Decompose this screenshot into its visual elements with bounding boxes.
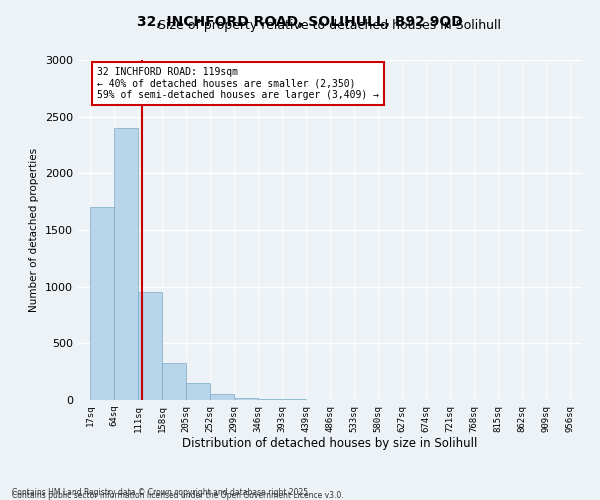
- Bar: [187, 383, 210, 400]
- Bar: [163, 363, 186, 400]
- Text: 32, INCHFORD ROAD, SOLIHULL, B92 9QD: 32, INCHFORD ROAD, SOLIHULL, B92 9QD: [137, 15, 463, 29]
- Title: Size of property relative to detached houses in Solihull: Size of property relative to detached ho…: [158, 20, 502, 32]
- Bar: [211, 394, 234, 400]
- Y-axis label: Number of detached properties: Number of detached properties: [29, 148, 40, 312]
- Text: Contains HM Land Registry data © Crown copyright and database right 2025.: Contains HM Land Registry data © Crown c…: [12, 488, 311, 497]
- X-axis label: Distribution of detached houses by size in Solihull: Distribution of detached houses by size …: [182, 438, 478, 450]
- Bar: [139, 292, 162, 400]
- Bar: [259, 399, 282, 400]
- Text: 32 INCHFORD ROAD: 119sqm
← 40% of detached houses are smaller (2,350)
59% of sem: 32 INCHFORD ROAD: 119sqm ← 40% of detach…: [97, 67, 379, 100]
- Bar: [91, 208, 113, 400]
- Bar: [115, 128, 138, 400]
- Bar: [235, 398, 258, 400]
- Text: Contains public sector information licensed under the Open Government Licence v3: Contains public sector information licen…: [12, 490, 344, 500]
